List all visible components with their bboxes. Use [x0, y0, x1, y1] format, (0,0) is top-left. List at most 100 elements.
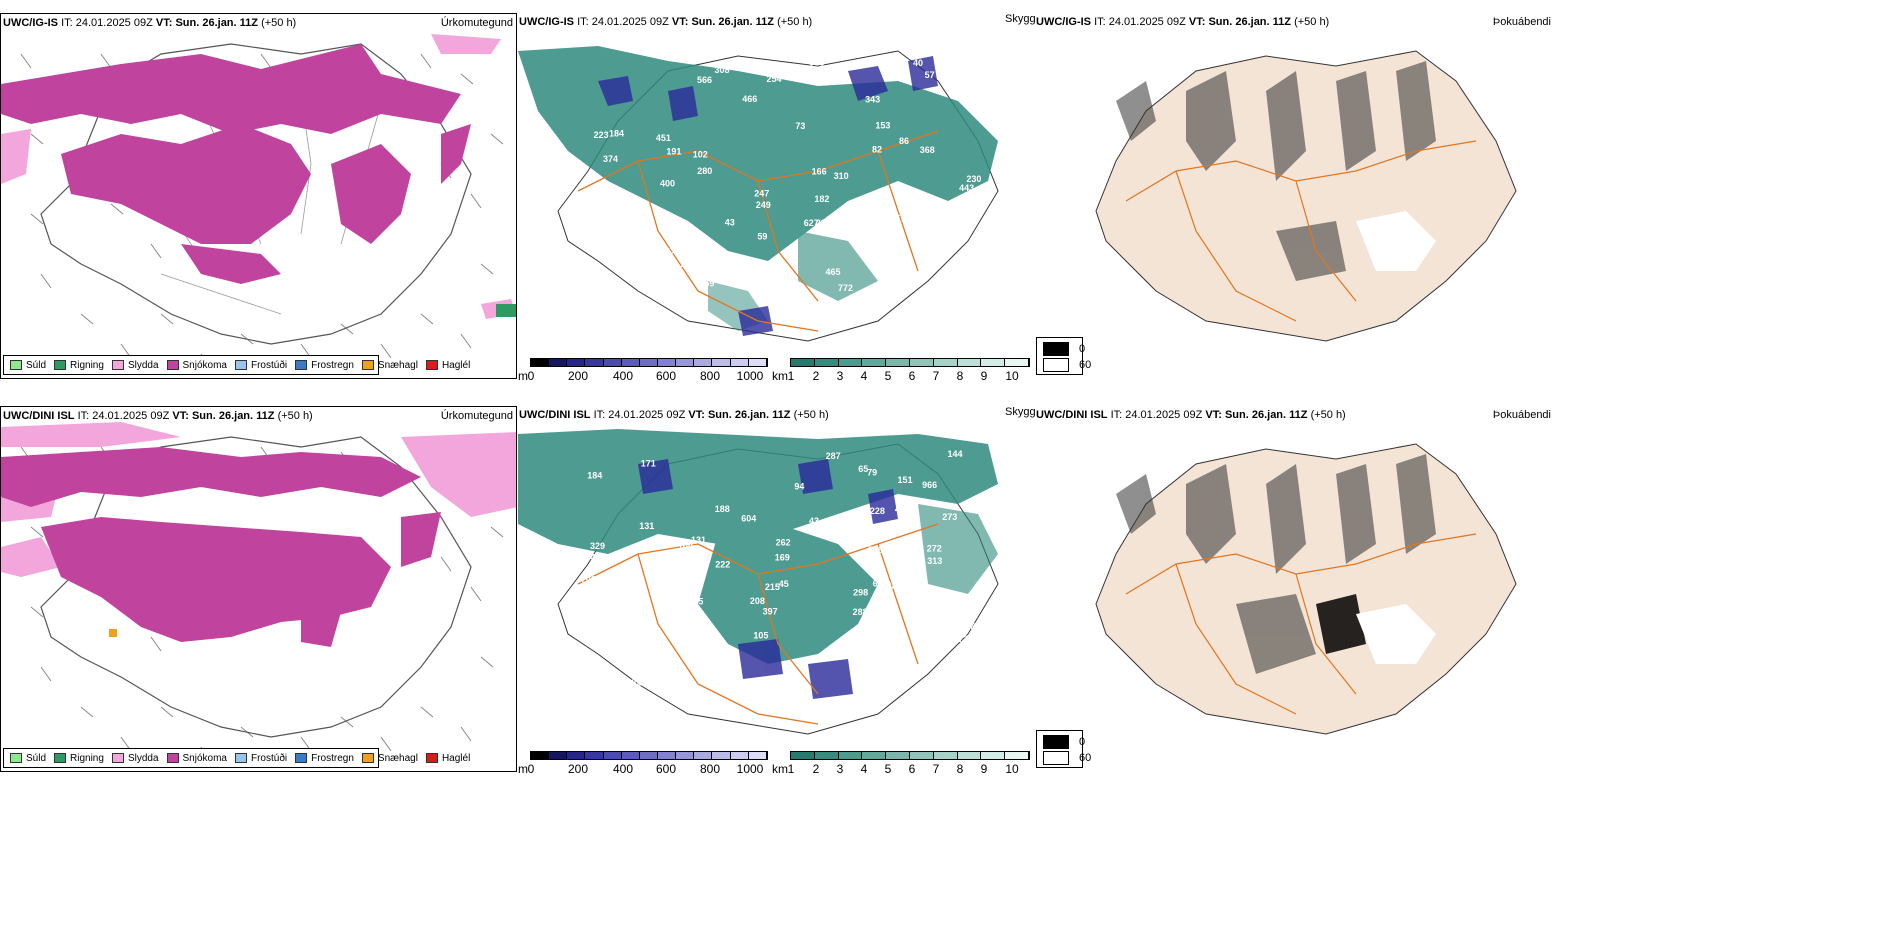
- km-tick: 9: [980, 762, 988, 776]
- legend-rain: Rigning: [54, 360, 104, 371]
- cloud-height-label: 519: [868, 545, 883, 555]
- cloud-height-label: 264: [580, 553, 595, 563]
- lead-time: (+50 h): [1294, 16, 1330, 28]
- cloud-height-label: 147: [975, 73, 990, 83]
- cloud-legend-swatch: [1043, 751, 1069, 765]
- cloud-legend-value: 0: [1079, 736, 1086, 748]
- low-cloud-dark-areas: [598, 56, 938, 336]
- legend-swatch: [361, 753, 374, 763]
- colorbar-segment: [603, 752, 622, 759]
- cloud-height-label: 434: [851, 235, 866, 245]
- km-colorbar-2: km 1 2 3 4 5 6 7 8 9 10: [772, 751, 1034, 781]
- cloud-legend-row: 0: [1043, 735, 1085, 749]
- cloud-height-label: 803: [944, 691, 959, 701]
- cloud-height-label: 465: [826, 267, 841, 277]
- cloud-height-label: 772: [838, 283, 853, 293]
- precip-type-panel-2[interactable]: UWC/DINI ISL IT: 24.01.2025 09Z VT: Sun.…: [0, 406, 517, 772]
- cloud-height-label: 287: [826, 451, 841, 461]
- cloud-height-label: 169: [775, 553, 790, 563]
- colorbar-segment: [814, 752, 839, 759]
- cloud-height-label: 397: [763, 607, 778, 617]
- cloud-height-label: 310: [834, 171, 849, 181]
- cloud-base-panel-2[interactable]: UWC/DINI ISL IT: 24.01.2025 09Z VT: Sun.…: [518, 406, 1036, 772]
- precip-type-panel-1[interactable]: UWC/IG-IS IT: 24.01.2025 09Z VT: Sun. 26…: [0, 13, 517, 379]
- cloud-height-label: 466: [742, 94, 757, 104]
- cloud-base-panel-1[interactable]: UWC/IG-IS IT: 24.01.2025 09Z VT: Sun. 26…: [518, 13, 1036, 379]
- height-tick: 400: [612, 369, 634, 383]
- colorbar-segment: [585, 752, 604, 759]
- colorbar-segment: [886, 359, 910, 366]
- colorbar-segment: [1005, 359, 1029, 366]
- legend-swatch: [111, 360, 124, 370]
- legend-freezing-drizzle: Frostúði: [234, 753, 287, 764]
- km-tick: 2: [812, 369, 820, 383]
- cloud-height-label: 43: [809, 516, 819, 526]
- cloud-height-label: 171: [641, 459, 656, 469]
- cloud-base-map-2: 288 87 92 735 765 472 272 262 208 556 667 298 242 188…: [518, 429, 999, 735]
- cloud-cover-panel-2[interactable]: UWC/DINI ISL IT: 24.01.2025 09Z VT: Sun.…: [1036, 406, 1554, 772]
- cloud-legend-row: 60: [1043, 358, 1091, 372]
- cloud-height-label: 92: [910, 546, 920, 556]
- colorbar-segment: [981, 359, 1006, 366]
- colorbar-segment: [814, 359, 839, 366]
- colorbar-segment: [933, 752, 958, 759]
- colorbar-segment: [730, 752, 749, 759]
- cloud-height-label: 131: [691, 535, 706, 545]
- cloud-cover-panel-1[interactable]: UWC/IG-IS IT: 24.01.2025 09Z VT: Sun. 26…: [1036, 13, 1554, 379]
- vt-label: VT:: [155, 17, 173, 29]
- cloud-height-label: 227: [816, 218, 831, 228]
- cloud-height-label: 228: [870, 506, 885, 516]
- legend-drizzle: Súld: [10, 360, 46, 371]
- legend-freezing-rain: Frostregn: [295, 360, 354, 371]
- cloud-legend-swatch: [1043, 358, 1069, 372]
- it-label: IT:: [593, 409, 606, 421]
- km-colorbar-boxes: [790, 358, 1030, 367]
- cloud-height-label: 208: [750, 596, 765, 606]
- height-colorbar-boxes: [530, 358, 768, 367]
- cloud-height-label: 700: [581, 574, 596, 584]
- height-tick: 600: [655, 762, 677, 776]
- cloud-height-label: 343: [865, 94, 880, 104]
- colorbar-segment: [886, 752, 910, 759]
- vt-value: Sun. 26.jan. 11Z: [1224, 409, 1308, 421]
- cloud-height-label: 443: [959, 183, 974, 193]
- height-tick: 1000: [736, 369, 764, 383]
- cloud-height-label: 131: [639, 521, 654, 531]
- cloud-height-label: 230: [966, 174, 981, 184]
- km-unit: km: [772, 369, 788, 383]
- it-label: IT:: [1094, 16, 1106, 28]
- cloud-height-label: 225: [870, 688, 885, 698]
- colorbar-segment: [603, 359, 622, 366]
- cloud-height-label: 451: [656, 133, 671, 143]
- km-tick: 10: [1005, 369, 1019, 383]
- cloud-height-label: 262: [776, 538, 791, 548]
- colorbar-segment: [694, 752, 713, 759]
- colorbar-segment: [933, 359, 958, 366]
- legend-freezing-rain: Frostregn: [295, 753, 354, 764]
- cloud-height-label: 178: [619, 603, 634, 613]
- cloud-height-label: 373: [762, 265, 777, 275]
- lead-time: (+50 h): [261, 17, 297, 29]
- cloud-height-label: 604: [741, 514, 756, 524]
- cloud-cover-map-2: [1095, 443, 1517, 735]
- legend-drizzle: Súld: [10, 753, 46, 764]
- cloud-height-label: 222: [715, 560, 730, 570]
- cloud-height-label: 65: [858, 464, 868, 474]
- iceland-terrain: [1095, 50, 1517, 342]
- cloud-clear-area: [1356, 211, 1436, 271]
- colorbar-segment: [639, 359, 658, 366]
- legend-swatch: [295, 753, 308, 763]
- colorbar-segment: [712, 752, 731, 759]
- vt-value: Sun. 26.jan. 11Z: [707, 409, 791, 421]
- km-tick: 10: [1005, 762, 1019, 776]
- panel-header-2: UWC/DINI ISL IT: 24.01.2025 09Z VT: Sun.…: [3, 410, 313, 422]
- legend-snow: Snjókoma: [166, 753, 227, 764]
- cloud-height-label: 254: [767, 74, 782, 84]
- cloud-height-label: 242: [586, 615, 601, 625]
- model-name: UWC/DINI ISL: [519, 409, 591, 421]
- km-tick: 7: [932, 369, 940, 383]
- height-unit: m: [518, 369, 528, 383]
- lead-time: (+50 h): [793, 409, 829, 421]
- cloud-height-label: 667: [873, 578, 888, 588]
- colorbar-segment: [730, 359, 749, 366]
